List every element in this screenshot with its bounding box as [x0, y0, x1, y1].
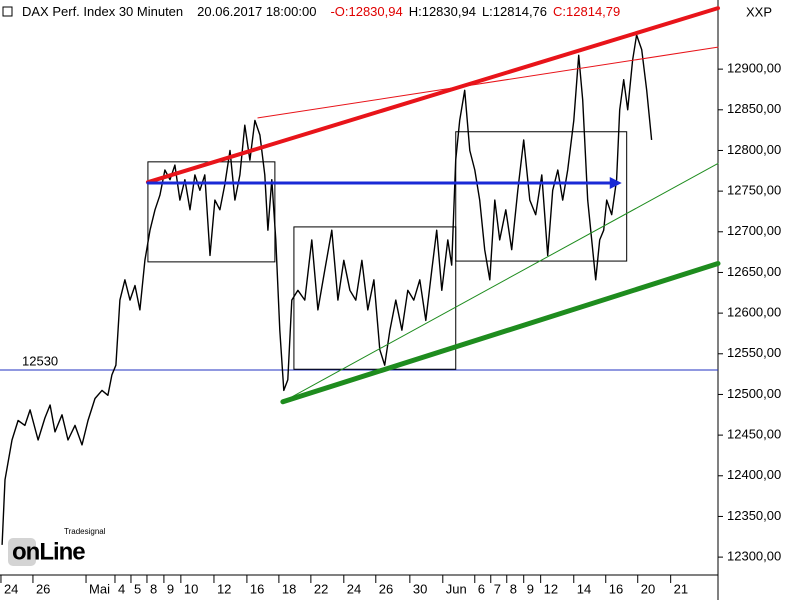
- y-tick-label: 12850,00: [727, 101, 781, 116]
- y-tick-label: 12500,00: [727, 386, 781, 401]
- x-tick-label: 24: [4, 581, 18, 596]
- x-tick-label: 10: [184, 581, 198, 596]
- x-tick-label: 14: [577, 581, 591, 596]
- chart-title: DAX Perf. Index 30 Minuten: [22, 4, 183, 19]
- y-tick-label: 12600,00: [727, 305, 781, 320]
- x-tick-label: 30: [413, 581, 427, 596]
- y-tick-label: 12400,00: [727, 467, 781, 482]
- ohlc-value: C:12814,79: [553, 4, 620, 19]
- x-tick-label: 8: [510, 581, 517, 596]
- x-tick-label: Mai: [89, 581, 110, 596]
- x-tick-label: 4: [118, 581, 125, 596]
- level-label: 12530: [22, 353, 58, 368]
- x-tick-label: 21: [674, 581, 688, 596]
- range-box: [293, 226, 457, 370]
- y-tick-label: 12700,00: [727, 223, 781, 238]
- y-tick-label: 12300,00: [727, 549, 781, 564]
- x-tick-label: 7: [494, 581, 501, 596]
- y-tick-label: 12350,00: [727, 508, 781, 523]
- ohlc-value: L:12814,76: [482, 4, 547, 19]
- ohlc-value: -O:12830,94: [330, 4, 402, 19]
- x-tick-label: 22: [314, 581, 328, 596]
- range-box: [455, 131, 628, 262]
- x-tick-label: 24: [347, 581, 361, 596]
- watermark-box: [8, 538, 36, 566]
- price-line: [1, 34, 653, 545]
- x-tick-label: 18: [282, 581, 296, 596]
- trendline: [257, 46, 719, 119]
- watermark-logo: onLine: [12, 538, 85, 565]
- x-tick-label: 12: [544, 581, 558, 596]
- x-tick-label: 9: [527, 581, 534, 596]
- y-tick-label: 12750,00: [727, 183, 781, 198]
- y-tick-label: 12800,00: [727, 142, 781, 157]
- x-tick-label: 5: [134, 581, 141, 596]
- trendline: [145, 6, 720, 185]
- y-tick-label: 12550,00: [727, 345, 781, 360]
- x-tick-label: 16: [609, 581, 623, 596]
- x-tick-label: 9: [167, 581, 174, 596]
- trendline: [280, 261, 721, 405]
- trendline: [282, 162, 719, 403]
- timestamp: 20.06.2017 18:00:00: [197, 4, 316, 19]
- x-tick-label: Jun: [446, 581, 467, 596]
- x-tick-label: 16: [250, 581, 264, 596]
- header-icon: [2, 6, 13, 17]
- x-tick-label: 12: [217, 581, 231, 596]
- y-tick-label: 12450,00: [727, 427, 781, 442]
- ohlc-value: H:12830,94: [409, 4, 476, 19]
- x-tick-label: 6: [478, 581, 485, 596]
- y-tick-label: 12650,00: [727, 264, 781, 279]
- y-tick-label: 12900,00: [727, 61, 781, 76]
- x-tick-label: 26: [379, 581, 393, 596]
- watermark-small: Tradesignal: [64, 527, 106, 536]
- symbol: XXP: [746, 4, 772, 19]
- x-tick-label: 8: [150, 581, 157, 596]
- x-tick-label: 20: [641, 581, 655, 596]
- header: DAX Perf. Index 30 Minuten 20.06.2017 18:…: [22, 4, 620, 19]
- x-tick-label: 26: [36, 581, 50, 596]
- arrow-head: [609, 176, 622, 189]
